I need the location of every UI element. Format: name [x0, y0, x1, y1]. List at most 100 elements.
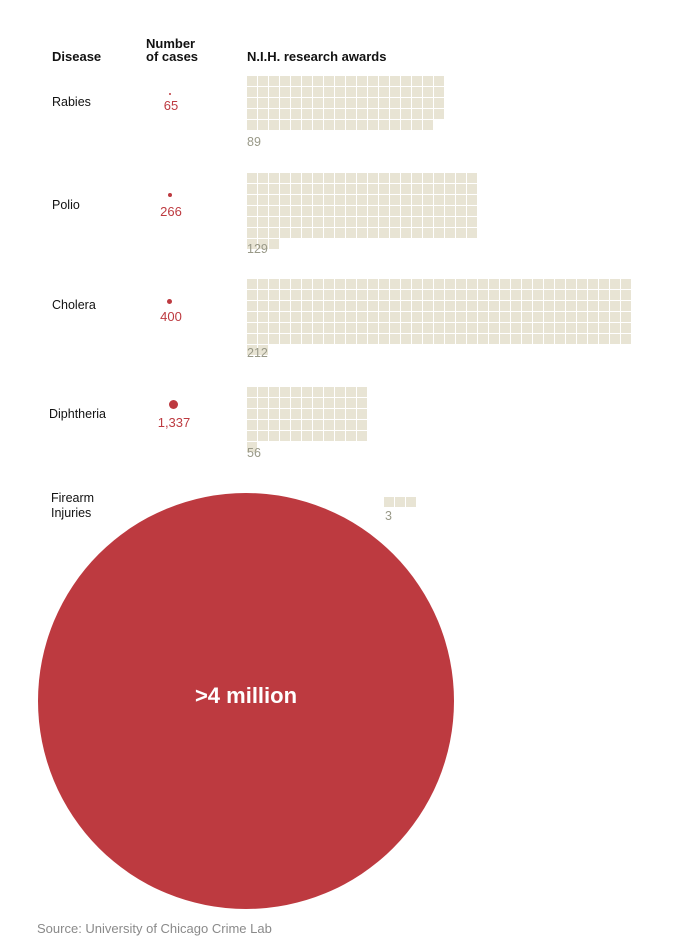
award-square — [346, 87, 356, 97]
award-square — [335, 420, 345, 430]
award-square — [247, 239, 257, 249]
cases-value: 1,337 — [157, 415, 191, 430]
award-square — [302, 334, 312, 344]
award-square — [291, 431, 301, 441]
award-square — [280, 76, 290, 86]
firearm-cases-circle: >4 million — [38, 493, 454, 909]
award-square — [467, 312, 477, 322]
award-square — [478, 301, 488, 311]
award-square — [302, 195, 312, 205]
award-square — [247, 120, 257, 130]
award-square — [588, 312, 598, 322]
award-square — [335, 398, 345, 408]
award-square — [346, 228, 356, 238]
award-square — [368, 312, 378, 322]
award-square — [390, 312, 400, 322]
award-square — [269, 431, 279, 441]
award-square — [258, 239, 268, 249]
award-square — [390, 109, 400, 119]
source-note: Source: University of Chicago Crime Lab — [37, 921, 272, 936]
award-square — [335, 120, 345, 130]
award-square — [544, 334, 554, 344]
award-square — [577, 312, 587, 322]
award-square — [357, 279, 367, 289]
award-square — [390, 76, 400, 86]
award-square — [511, 312, 521, 322]
award-square — [379, 184, 389, 194]
award-square — [390, 334, 400, 344]
award-square — [357, 387, 367, 397]
award-square — [280, 398, 290, 408]
award-square — [588, 279, 598, 289]
award-square — [357, 98, 367, 108]
award-square — [357, 76, 367, 86]
award-square — [302, 109, 312, 119]
award-square — [478, 312, 488, 322]
award-square — [566, 290, 576, 300]
cases-dot — [169, 93, 171, 95]
award-square — [379, 301, 389, 311]
award-square — [247, 420, 257, 430]
award-square — [302, 184, 312, 194]
award-square — [434, 217, 444, 227]
award-square — [346, 76, 356, 86]
award-square — [247, 409, 257, 419]
award-square — [258, 409, 268, 419]
award-square — [313, 228, 323, 238]
award-square — [357, 87, 367, 97]
award-square — [390, 279, 400, 289]
award-square — [434, 312, 444, 322]
award-square — [555, 334, 565, 344]
disease-label: Polio — [52, 198, 80, 212]
award-square — [489, 301, 499, 311]
award-square — [434, 323, 444, 333]
cases-value: 266 — [160, 204, 182, 219]
firearm-cases-value: >4 million — [194, 683, 298, 708]
award-square — [599, 334, 609, 344]
award-square — [357, 398, 367, 408]
disease-label: Diphtheria — [49, 407, 106, 421]
award-square — [423, 290, 433, 300]
award-square — [588, 323, 598, 333]
award-square — [445, 228, 455, 238]
award-square — [456, 312, 466, 322]
award-square — [434, 98, 444, 108]
award-square — [368, 120, 378, 130]
award-square — [335, 290, 345, 300]
award-square — [258, 334, 268, 344]
award-square — [269, 420, 279, 430]
award-square — [247, 334, 257, 344]
award-square — [357, 109, 367, 119]
award-square — [247, 442, 257, 452]
award-square — [412, 76, 422, 86]
award-square — [621, 290, 631, 300]
award-square — [280, 195, 290, 205]
award-square — [423, 312, 433, 322]
award-square — [313, 195, 323, 205]
award-square — [500, 334, 510, 344]
award-square — [522, 279, 532, 289]
award-square — [368, 76, 378, 86]
award-square — [401, 279, 411, 289]
award-square — [313, 98, 323, 108]
award-square — [313, 290, 323, 300]
award-square — [368, 279, 378, 289]
award-square — [313, 323, 323, 333]
award-square — [401, 98, 411, 108]
award-square — [324, 409, 334, 419]
award-square — [368, 195, 378, 205]
award-square — [621, 279, 631, 289]
award-square — [533, 312, 543, 322]
award-square — [511, 323, 521, 333]
award-square — [445, 184, 455, 194]
award-square — [621, 301, 631, 311]
award-square — [379, 173, 389, 183]
awards-value: 3 — [385, 509, 392, 523]
award-square — [302, 420, 312, 430]
award-square — [258, 312, 268, 322]
award-square — [291, 323, 301, 333]
column-header-awards: N.I.H. research awards — [247, 49, 387, 64]
awards-value: 129 — [247, 242, 268, 256]
award-square — [324, 206, 334, 216]
award-square — [357, 290, 367, 300]
